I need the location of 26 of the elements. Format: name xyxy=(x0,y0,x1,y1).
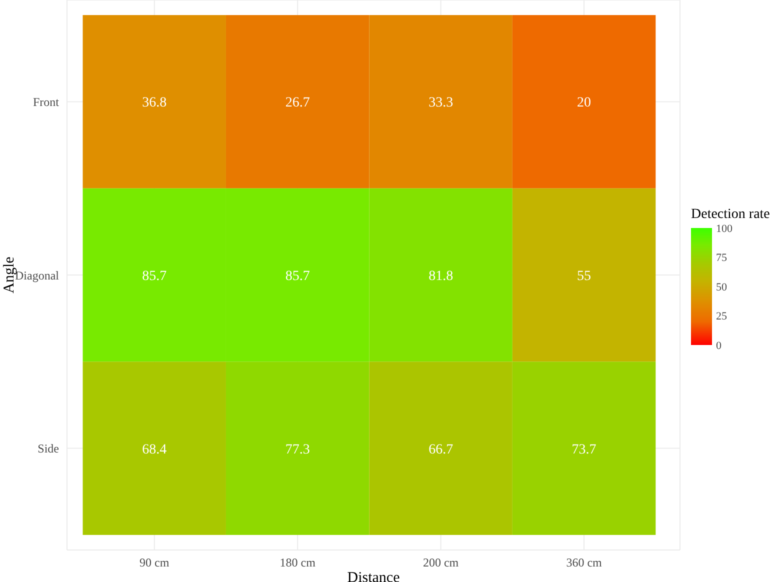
data-label: 20 xyxy=(577,96,592,111)
color-bar-label: 75 xyxy=(716,252,728,264)
data-label: 73.7 xyxy=(572,442,596,458)
color-bar-label: 50 xyxy=(716,281,728,294)
data-label: 33.3 xyxy=(428,96,454,111)
color-bar-label: 100 xyxy=(716,222,733,235)
y-tick-label: Side xyxy=(38,442,59,456)
data-label: 55 xyxy=(577,268,592,284)
y-axis-title: Angle xyxy=(1,256,18,294)
color-bar-title: Detection rate xyxy=(691,207,770,222)
data-label: 26.7 xyxy=(285,96,310,111)
x-axis-title: Distance xyxy=(347,570,400,582)
color-bar-label: 0 xyxy=(716,340,722,352)
x-tick-label: 180 cm xyxy=(280,556,316,570)
x-tick-label: 360 cm xyxy=(566,556,603,570)
x-tick-label: 90 cm xyxy=(140,556,170,570)
data-label: 68.4 xyxy=(142,442,167,458)
data-label: 66.7 xyxy=(428,442,454,458)
x-tick-label: 200 cm xyxy=(422,556,460,570)
color-bar-label: 25 xyxy=(716,310,728,323)
data-label: 81.8 xyxy=(428,268,454,284)
y-tick-label: Front xyxy=(32,94,60,109)
data-label: 36.8 xyxy=(142,96,167,111)
data-label: 77.3 xyxy=(285,442,310,458)
data-label: 85.7 xyxy=(285,268,310,284)
data-label: 85.7 xyxy=(142,268,167,284)
